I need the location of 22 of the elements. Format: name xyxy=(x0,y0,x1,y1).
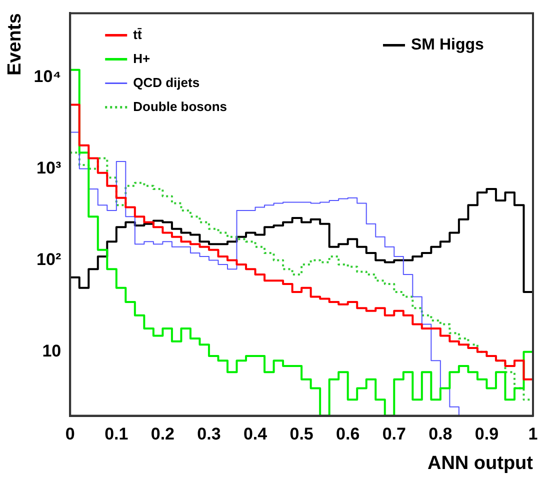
y-axis-title: Events xyxy=(4,13,26,76)
x-tick-label: 0.9 xyxy=(474,424,499,444)
y-tick-label: 10³ xyxy=(36,158,62,178)
y-tick-label: 10⁴ xyxy=(34,66,62,86)
x-tick-label: 0.3 xyxy=(197,424,221,444)
legend-label: tt̄ xyxy=(133,26,142,42)
y-tick-label: 10 xyxy=(42,342,62,360)
legend-label: H+ xyxy=(133,50,151,66)
x-axis-title: ANN output xyxy=(427,452,534,474)
legend-label: SM Higgs xyxy=(411,36,484,54)
x-tick-label: 0.5 xyxy=(290,424,314,444)
x-tick-label: 0.8 xyxy=(428,424,452,444)
legend-label: Double bosons xyxy=(133,98,228,114)
x-tick-label: 0.6 xyxy=(336,424,360,444)
x-tick-label: 1 xyxy=(528,424,538,444)
y-tick-label: 10² xyxy=(36,250,62,269)
x-tick-label: 0 xyxy=(65,424,75,444)
x-tick-label: 0.7 xyxy=(382,424,406,444)
legend-label: QCD dijets xyxy=(133,74,200,90)
x-tick-label: 0.4 xyxy=(243,424,268,444)
x-tick-label: 0.1 xyxy=(104,424,128,444)
x-tick-label: 0.2 xyxy=(150,424,175,444)
